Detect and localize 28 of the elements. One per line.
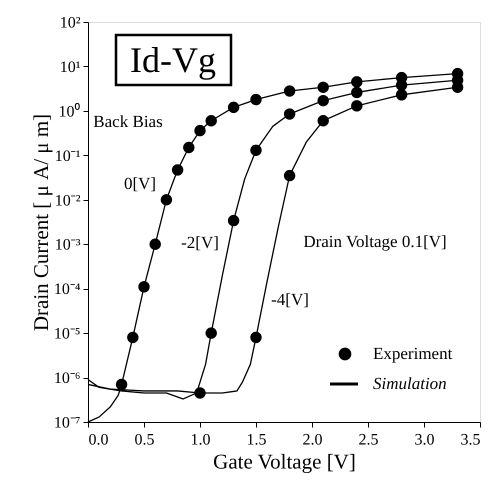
legend-label: Experiment <box>373 344 453 363</box>
y-tick-label: 10² <box>60 14 81 32</box>
annotation: 0[V] <box>124 174 156 193</box>
y-tick-label: 10⁻⁶ <box>54 370 80 388</box>
annotation: -4[V] <box>271 290 309 309</box>
text: Id-Vg <box>130 40 216 80</box>
x-tick-label: 2.5 <box>358 432 378 448</box>
y-tick-label: 10⁻⁴ <box>54 281 81 298</box>
x-tick-label: 0.5 <box>134 432 154 448</box>
y-tick-label: 10¹ <box>60 58 81 76</box>
y-tick-label: 10⁻³ <box>54 236 81 254</box>
y-tick-label: 10⁰ <box>58 102 80 120</box>
x-tick-label: 1.5 <box>246 432 266 448</box>
annotation: Drain Voltage 0.1[V] <box>303 232 447 251</box>
x-tick-label: 0.0 <box>88 432 108 448</box>
x-tick-label: 3.0 <box>414 432 434 448</box>
y-tick-label: 10⁻⁵ <box>54 326 80 343</box>
x-tick-label: 2.0 <box>302 432 322 448</box>
legend-label: Simulation <box>373 374 447 393</box>
x-tick-label: 1.0 <box>190 432 210 448</box>
annotation: -2[V] <box>181 233 219 252</box>
x-axis-title: Gate Voltage [V] <box>213 450 356 474</box>
y-tick-label: 10⁻² <box>54 192 81 210</box>
x-tick-label: 3.5 <box>460 432 480 448</box>
y-axis-title: Drain Current [ μ A/ μ m] <box>28 114 53 332</box>
annotation: Back Bias <box>93 112 163 131</box>
y-tick-label: 10⁻¹ <box>54 148 81 165</box>
y-tick-label: 10⁻⁷ <box>54 414 80 432</box>
